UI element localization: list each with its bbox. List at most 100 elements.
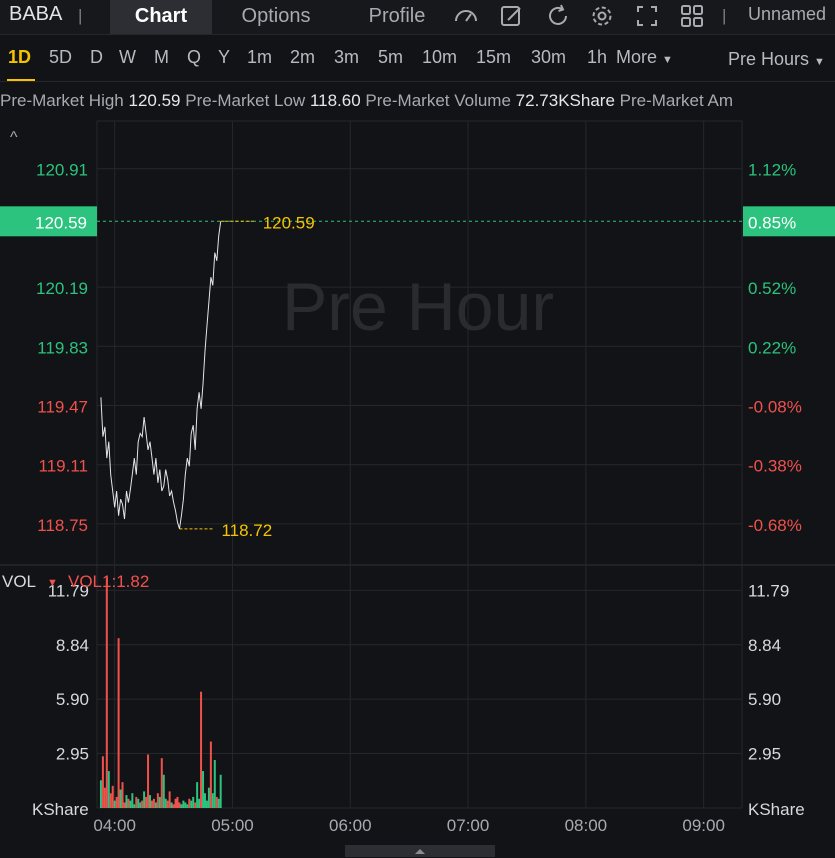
volume-tick-left: 8.84: [56, 636, 89, 655]
volume-bar: [147, 754, 150, 808]
volume-bar: [139, 802, 142, 808]
pct-tick-right: 0.85%: [748, 213, 796, 232]
volume-bar: [105, 577, 108, 808]
pct-tick-right: -0.08%: [748, 397, 802, 416]
draw-icon[interactable]: [498, 2, 526, 30]
price-tick-left: 119.47: [37, 397, 88, 416]
volume-bars: [99, 577, 222, 808]
timeframe-m[interactable]: M: [154, 47, 169, 67]
volume-bar: [166, 800, 169, 808]
tab-profile[interactable]: Profile: [368, 5, 426, 27]
volume-bar: [219, 774, 222, 808]
time-tick: 09:00: [682, 816, 725, 835]
session-selector[interactable]: Pre Hours ▼: [728, 49, 825, 70]
timeframe-q[interactable]: Q: [187, 47, 202, 67]
timeframe-5m[interactable]: 5m: [378, 47, 404, 67]
timeframe-15m[interactable]: 15m: [476, 47, 512, 67]
pct-tick-right: 0.22%: [748, 338, 796, 357]
current-price-tag: [0, 206, 97, 237]
volume-bar: [184, 802, 187, 808]
volume-unit-right: KShare: [748, 800, 805, 819]
volume-tick-left: 5.90: [56, 690, 89, 709]
collapse-chevron-icon[interactable]: ^: [10, 129, 18, 146]
timeframe-more[interactable]: More ▼: [616, 47, 673, 68]
timeframe-30m[interactable]: 30m: [531, 47, 567, 67]
layout-name[interactable]: Unnamed: [748, 4, 827, 24]
timeframe-3m[interactable]: 3m: [334, 47, 360, 67]
timeframe-y[interactable]: Y: [218, 47, 231, 67]
more-caret-icon: ▼: [662, 54, 673, 66]
refresh-icon[interactable]: [544, 2, 572, 30]
volume-bar: [176, 796, 179, 808]
volume-bar: [123, 802, 126, 808]
volume-bar: [117, 638, 120, 808]
time-tick: 06:00: [329, 816, 372, 835]
horizontal-scrollbar[interactable]: [345, 845, 495, 857]
volume-bar: [205, 800, 208, 808]
settings-icon[interactable]: [588, 2, 616, 30]
chart-watermark: Pre Hour: [282, 269, 554, 345]
timeframe-1h[interactable]: 1h: [587, 47, 608, 67]
volume-bar: [137, 798, 140, 808]
volume-bar: [156, 793, 159, 808]
volume-bar: [99, 780, 102, 808]
volume-bar: [202, 771, 205, 808]
volume-bar: [168, 791, 171, 808]
price-axis-labels: 120.91 1.12% 120.59 0.85% 120.19 0.52% 119.83 0…: [0, 161, 835, 764]
volume-bar: [152, 798, 155, 808]
volume-bar: [213, 760, 216, 808]
volume-bar: [113, 800, 116, 808]
tab-chart[interactable]: Chart: [110, 0, 212, 34]
gauge-icon[interactable]: [452, 2, 480, 30]
timeframe-5d[interactable]: 5D: [49, 47, 73, 67]
volume-bar: [186, 804, 189, 808]
timeframe-d[interactable]: D: [90, 47, 103, 67]
volume-bar: [178, 802, 181, 808]
fullscreen-icon[interactable]: [633, 2, 661, 30]
volume-bar: [209, 741, 212, 808]
volume-indicator-name[interactable]: VOL: [2, 572, 36, 591]
volume-bar: [131, 793, 134, 808]
stat-label: Pre-Market High: [0, 91, 124, 110]
volume-bar: [143, 791, 146, 808]
volume-bar: [170, 802, 173, 808]
time-tick: 05:00: [211, 816, 254, 835]
chart-grid: [0, 120, 835, 809]
volume-bar: [164, 798, 167, 808]
timeframe-w[interactable]: W: [119, 47, 136, 67]
stat-value: 120.59: [128, 91, 181, 110]
timeframe-1m[interactable]: 1m: [247, 47, 273, 67]
price-tick-left: 118.75: [37, 516, 88, 535]
price-tick-left: 120.91: [36, 161, 88, 180]
volume-bar: [158, 796, 161, 808]
layout-grid-icon[interactable]: [678, 2, 706, 30]
tab-options[interactable]: Options: [241, 5, 311, 27]
volume-bar: [160, 758, 163, 808]
time-tick: 08:00: [565, 816, 608, 835]
volume-bar: [182, 800, 185, 808]
timeframe-1d[interactable]: 1D: [8, 47, 32, 67]
volume-tick-right: 8.84: [748, 636, 781, 655]
pct-tick-right: -0.68%: [748, 516, 802, 535]
toolbar-divider: |: [722, 6, 727, 25]
volume-bar: [196, 782, 199, 808]
volume-bar: [211, 793, 214, 808]
symbol-label[interactable]: BABA: [9, 3, 63, 25]
volume-bar: [121, 782, 124, 808]
volume-bar: [180, 804, 183, 808]
volume-bar: [149, 795, 152, 808]
price-tick-left: 119.11: [39, 457, 88, 476]
volume-bar: [207, 787, 210, 808]
indicator-dropdown-icon[interactable]: ▼: [47, 577, 58, 589]
volume-bar: [215, 796, 218, 808]
pct-tick-right: 0.52%: [748, 279, 796, 298]
timeframe-2m[interactable]: 2m: [290, 47, 316, 67]
price-tick-left: 120.19: [36, 279, 88, 298]
session-caret-icon: ▼: [814, 56, 825, 68]
volume-indicator-value: VOL1:1.82: [68, 572, 149, 591]
time-tick: 07:00: [447, 816, 490, 835]
timeframe-10m[interactable]: 10m: [422, 47, 458, 67]
stat-label: Pre-Market Volume: [365, 91, 511, 110]
active-timeframe-indicator: [7, 79, 35, 81]
